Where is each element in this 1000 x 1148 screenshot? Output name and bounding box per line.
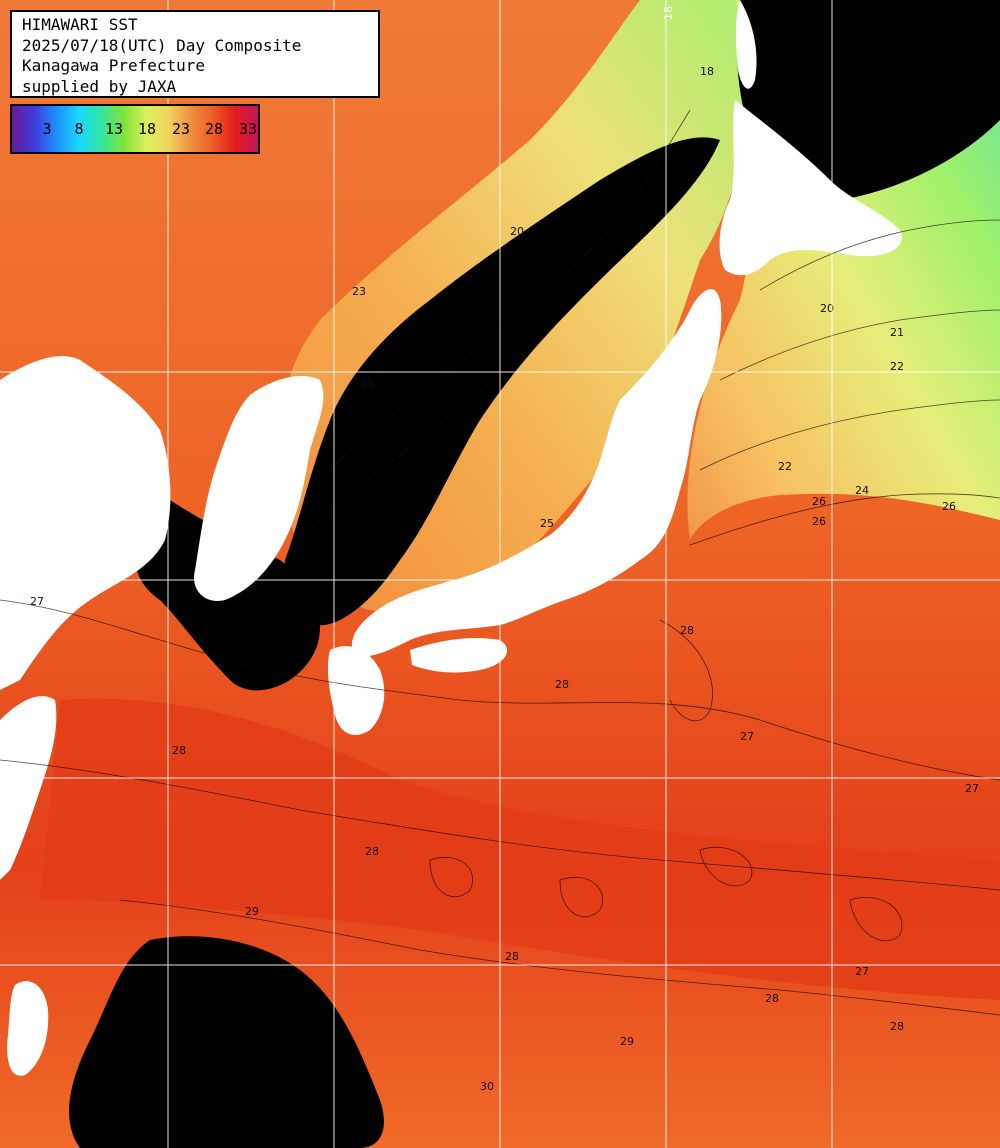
contour-label: 23 — [360, 378, 374, 391]
contour-label-layer: 18 18 20 20 21 22 22 23 23 24 25 26 26 2… — [30, 6, 979, 1093]
contour-label: 22 — [778, 460, 792, 473]
contour-label: 20 — [820, 302, 834, 315]
contour-label: 28 — [765, 992, 779, 1005]
contour-label: 28 — [680, 624, 694, 637]
contour-label: 28 — [172, 744, 186, 757]
contour-label: 27 — [740, 730, 754, 743]
temperature-color-legend: 3 8 13 18 23 28 33 — [10, 104, 260, 154]
contour-label: 21 — [890, 326, 904, 339]
legend-tick-label: 18 — [137, 120, 157, 138]
legend-tick-label: 8 — [74, 120, 84, 138]
isotherm-contours — [0, 109, 1000, 1016]
data-source: supplied by JAXA — [22, 76, 177, 96]
contour-label: 29 — [620, 1035, 634, 1048]
provider-prefecture: Kanagawa Prefecture — [22, 56, 206, 75]
contour-label: 27 — [965, 782, 979, 795]
contour-label: 28 — [555, 678, 569, 691]
contour-label: 18 — [662, 6, 675, 20]
legend-tick-label: 33 — [238, 120, 258, 138]
contour-label: 29 — [245, 905, 259, 918]
contour-label: 27 — [855, 965, 869, 978]
legend-tick-label: 13 — [104, 120, 124, 138]
contour-label: 24 — [855, 484, 869, 497]
contour-label: 28 — [365, 845, 379, 858]
composite-date: 2025/07/18(UTC) Day Composite — [22, 35, 302, 55]
contour-label: 18 — [700, 65, 714, 78]
contour-label: 28 — [890, 1020, 904, 1033]
legend-tick-label: 23 — [171, 120, 191, 138]
contour-label: 27 — [30, 595, 44, 608]
contour-label: 26 — [812, 515, 826, 528]
product-name: HIMAWARI SST — [22, 15, 138, 34]
map-title-box: HIMAWARI SST 2025/07/18(UTC) Day Composi… — [10, 10, 380, 98]
legend-tick-label: 3 — [42, 120, 52, 138]
warm-sea-band — [40, 698, 1000, 1000]
land — [0, 0, 902, 1076]
legend-tick-label: 28 — [204, 120, 224, 138]
legend-ticks: 3 8 13 18 23 28 33 — [12, 106, 258, 152]
contour-label: 26 — [812, 495, 826, 508]
contour-label: 22 — [890, 360, 904, 373]
contour-label: 20 — [510, 225, 524, 238]
contour-label: 28 — [505, 950, 519, 963]
contour-label: 23 — [352, 285, 366, 298]
contour-label: 25 — [540, 517, 554, 530]
cloud-cover — [69, 0, 1000, 1148]
contour-label: 26 — [942, 500, 956, 513]
contour-label: 30 — [480, 1080, 494, 1093]
